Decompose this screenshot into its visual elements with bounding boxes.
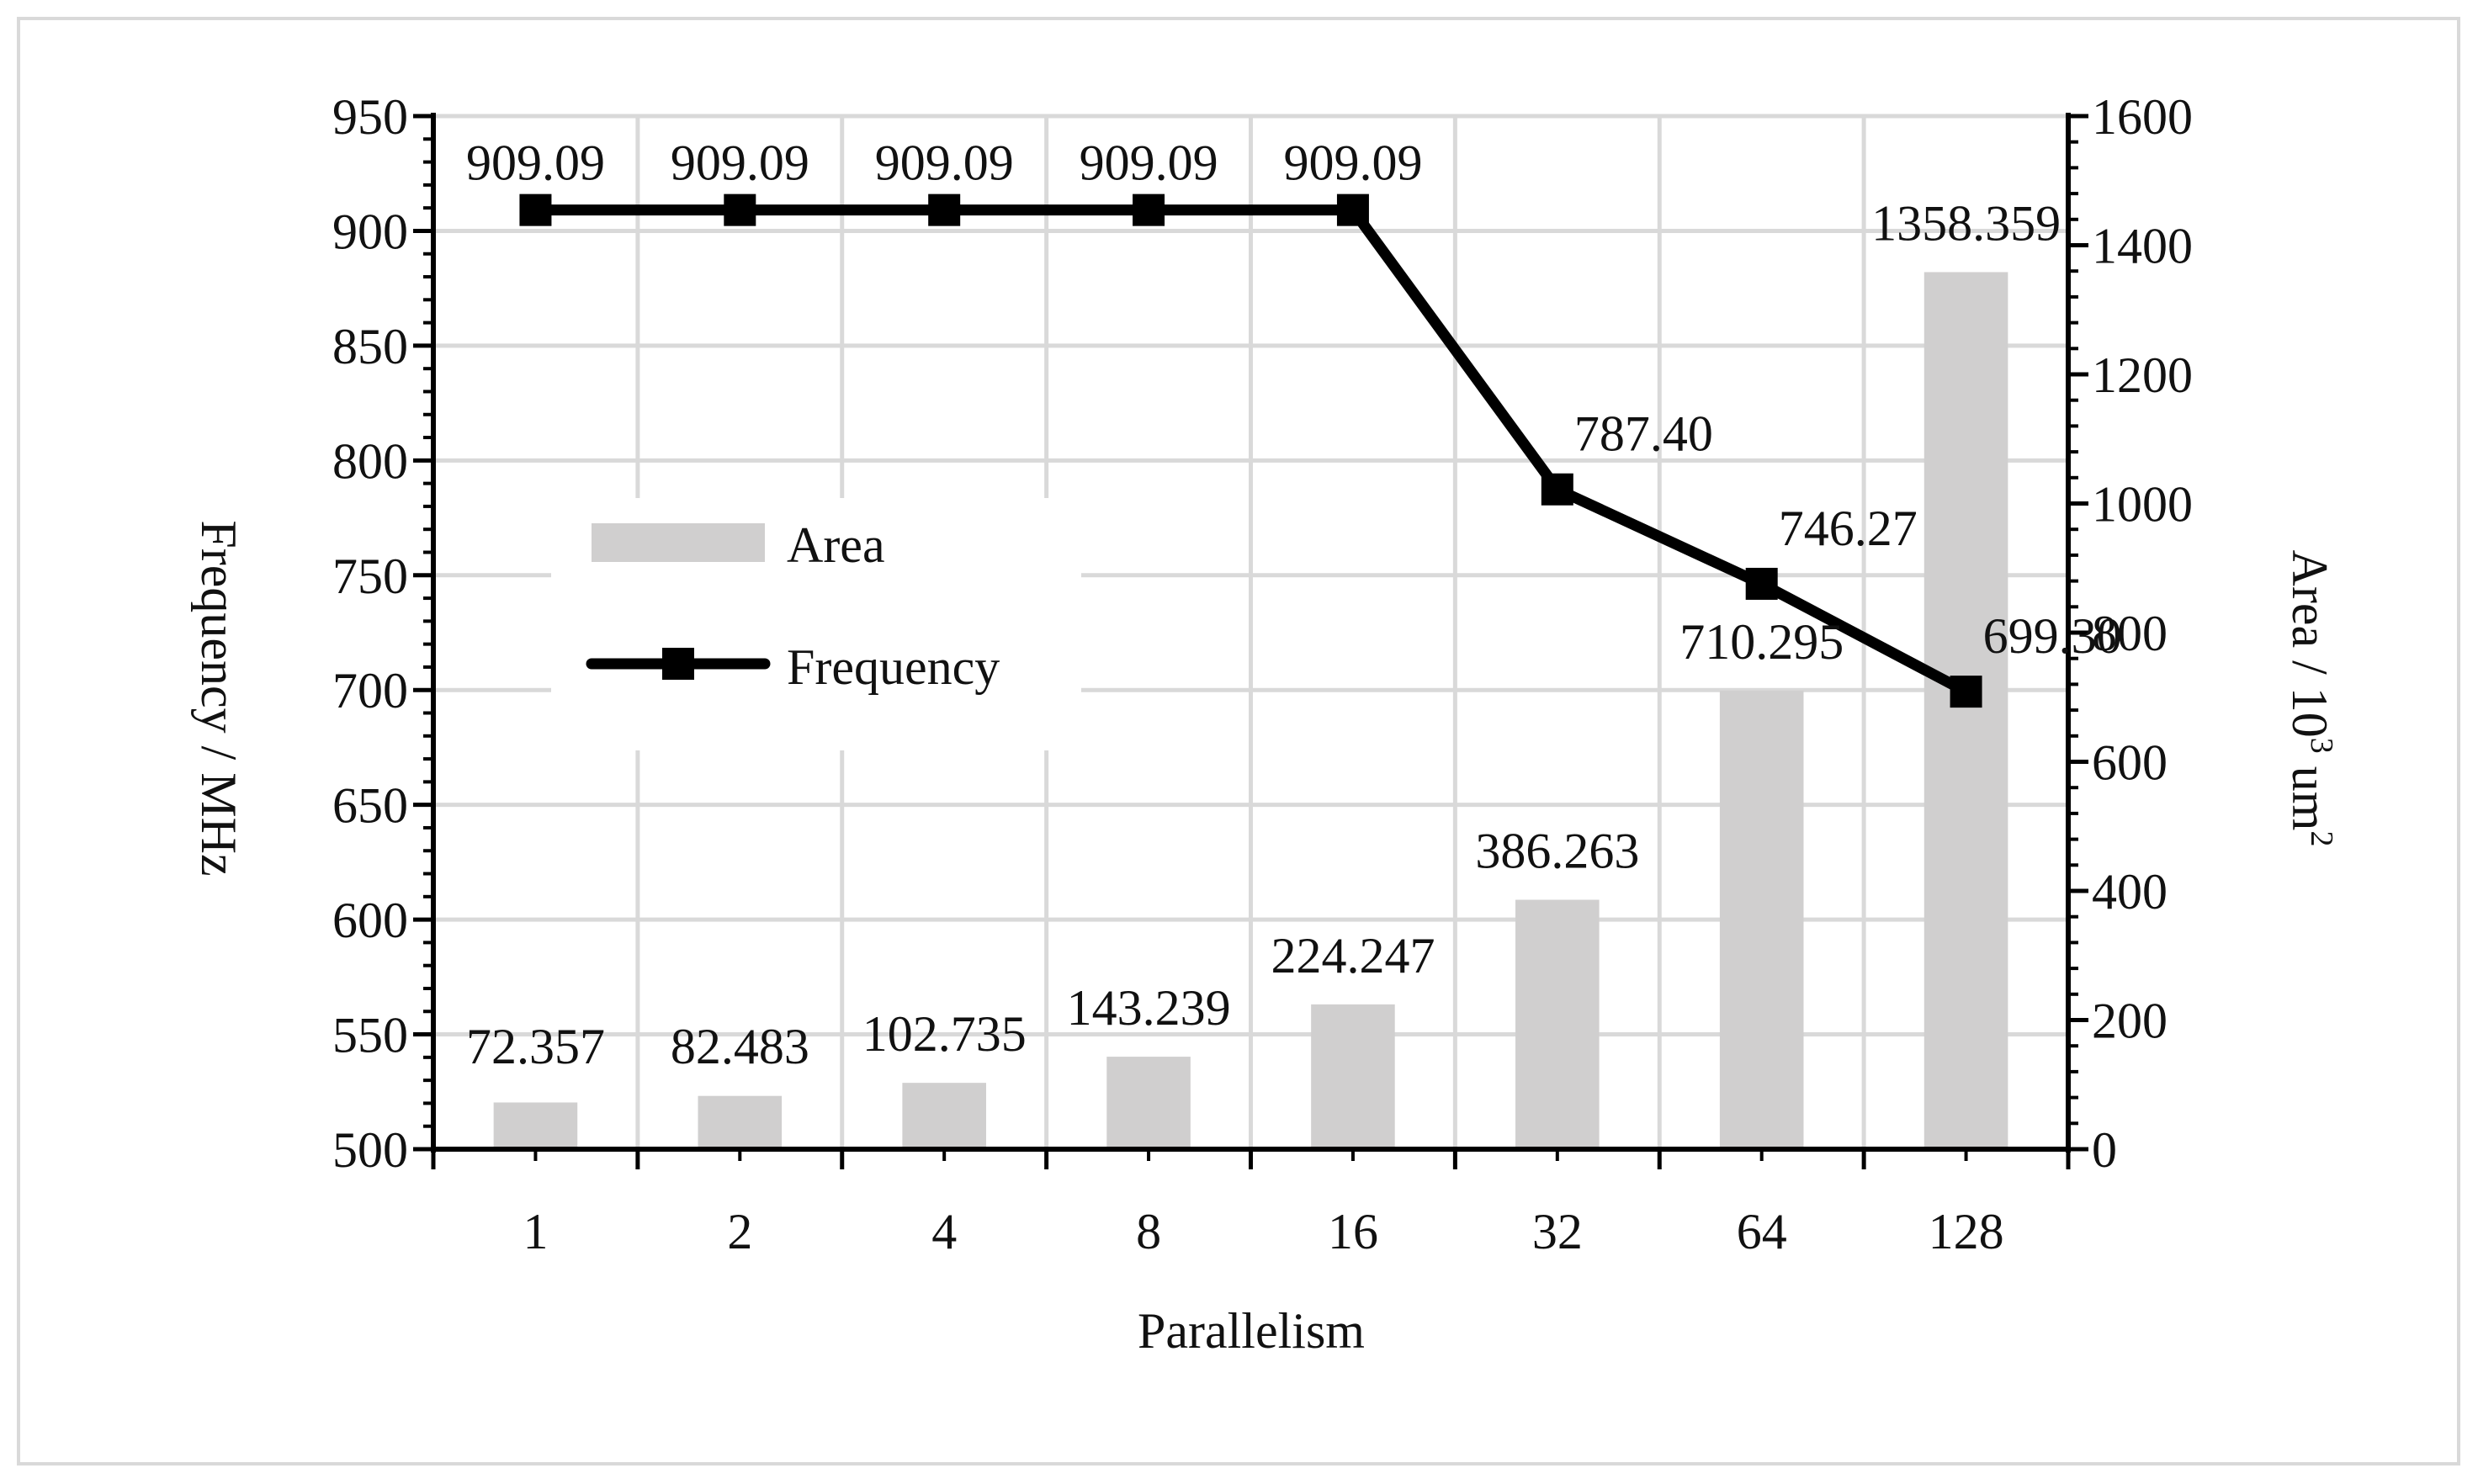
- x-tick-label: 32: [1532, 1204, 1583, 1259]
- x-tick-label: 64: [1737, 1204, 1787, 1259]
- right-y-axis-title-sup1: 3: [2304, 738, 2339, 754]
- right-y-tick-label: 1600: [2092, 89, 2193, 145]
- area-bar: [1719, 690, 1804, 1149]
- area-data-label: 386.263: [1475, 824, 1639, 879]
- area-bar: [698, 1095, 783, 1149]
- right-y-axis-title: Area / 103 um2: [2282, 550, 2339, 847]
- left-y-tick-label: 550: [332, 1008, 408, 1063]
- frequency-data-label: 699.30: [1983, 608, 2122, 664]
- legend-frequency-marker: [662, 648, 694, 680]
- axes: 500 550 600 650 700 750 800 850 900 950 0 200 400 600…: [332, 89, 2193, 1259]
- frequency-series: [519, 193, 1982, 708]
- frequency-marker: [1133, 193, 1165, 226]
- left-y-tick-label: 850: [332, 319, 408, 374]
- area-data-label: 1358.359: [1871, 195, 2061, 251]
- frequency-marker: [1950, 676, 1982, 708]
- area-data-label: 82.483: [671, 1019, 809, 1074]
- frequency-line: [529, 204, 1972, 697]
- frequency-marker: [928, 193, 961, 226]
- left-y-tick-label: 700: [332, 663, 408, 718]
- x-tick-label: 1: [523, 1204, 548, 1259]
- area-data-label: 224.247: [1271, 928, 1435, 983]
- x-tick-label: 8: [1136, 1204, 1161, 1259]
- left-y-tick-label: 950: [332, 89, 408, 145]
- right-y-tick-label: 200: [2092, 994, 2168, 1049]
- area-bar: [1106, 1057, 1191, 1149]
- left-y-tick-label: 500: [332, 1122, 408, 1178]
- x-tick-label: 16: [1328, 1204, 1378, 1259]
- area-data-label: 143.239: [1067, 980, 1231, 1036]
- frequency-data-label: 787.40: [1574, 406, 1713, 462]
- right-y-tick-label: 0: [2092, 1122, 2117, 1178]
- area-bars: [493, 272, 2008, 1149]
- frequency-marker: [1541, 473, 1573, 506]
- right-y-tick-label: 1200: [2092, 347, 2193, 403]
- right-y-tick-label: 1000: [2092, 477, 2193, 533]
- x-tick-label: 2: [727, 1204, 752, 1259]
- left-y-tick-label: 650: [332, 778, 408, 834]
- legend-area-label: Area: [787, 517, 885, 573]
- frequency-data-label: 746.27: [1779, 501, 1918, 556]
- x-tick-label: 128: [1929, 1204, 2004, 1259]
- right-y-tick-label: 800: [2092, 606, 2168, 661]
- area-data-label: 72.357: [466, 1019, 605, 1074]
- area-bar: [902, 1083, 986, 1149]
- frequency-data-label: 909.09: [875, 135, 1014, 191]
- right-y-axis-title-sup2: 2: [2304, 830, 2339, 846]
- right-y-axis-title-base: Area / 10: [2282, 550, 2337, 738]
- data-labels: 72.357 82.483 102.735 143.239 224.247 386.263…: [466, 135, 2122, 1074]
- left-y-tick-label: 900: [332, 204, 408, 259]
- area-bar: [1311, 1004, 1395, 1149]
- figure-border: [17, 17, 2460, 1465]
- right-y-axis-title-mid: um: [2282, 754, 2337, 831]
- x-tick-label: 4: [931, 1204, 957, 1259]
- frequency-marker: [519, 193, 552, 226]
- area-data-label: 102.735: [862, 1006, 1027, 1062]
- frequency-marker: [1745, 567, 1778, 600]
- area-bar: [493, 1102, 578, 1149]
- area-bar: [1515, 899, 1600, 1149]
- frequency-data-label: 909.09: [1080, 135, 1218, 191]
- frequency-marker: [724, 193, 756, 226]
- right-y-tick-label: 1400: [2092, 219, 2193, 274]
- frequency-data-label: 909.09: [671, 135, 809, 191]
- right-y-tick-label: 400: [2092, 864, 2168, 920]
- area-bar: [1924, 272, 2008, 1149]
- left-y-tick-label: 800: [332, 433, 408, 489]
- area-data-label: 710.295: [1679, 614, 1844, 670]
- left-y-axis-title: Frequency / MHz: [191, 520, 247, 876]
- legend: Area Frequency: [551, 498, 1081, 750]
- frequency-marker: [1336, 193, 1369, 226]
- legend-frequency-label: Frequency: [787, 639, 1000, 695]
- frequency-data-label: 909.09: [466, 135, 605, 191]
- legend-area-swatch: [592, 523, 765, 562]
- left-y-tick-label: 600: [332, 893, 408, 948]
- frequency-data-label: 909.09: [1283, 135, 1422, 191]
- right-y-tick-label: 600: [2092, 735, 2168, 791]
- left-y-tick-label: 750: [332, 549, 408, 604]
- x-axis-title: Parallelism: [1138, 1303, 1365, 1359]
